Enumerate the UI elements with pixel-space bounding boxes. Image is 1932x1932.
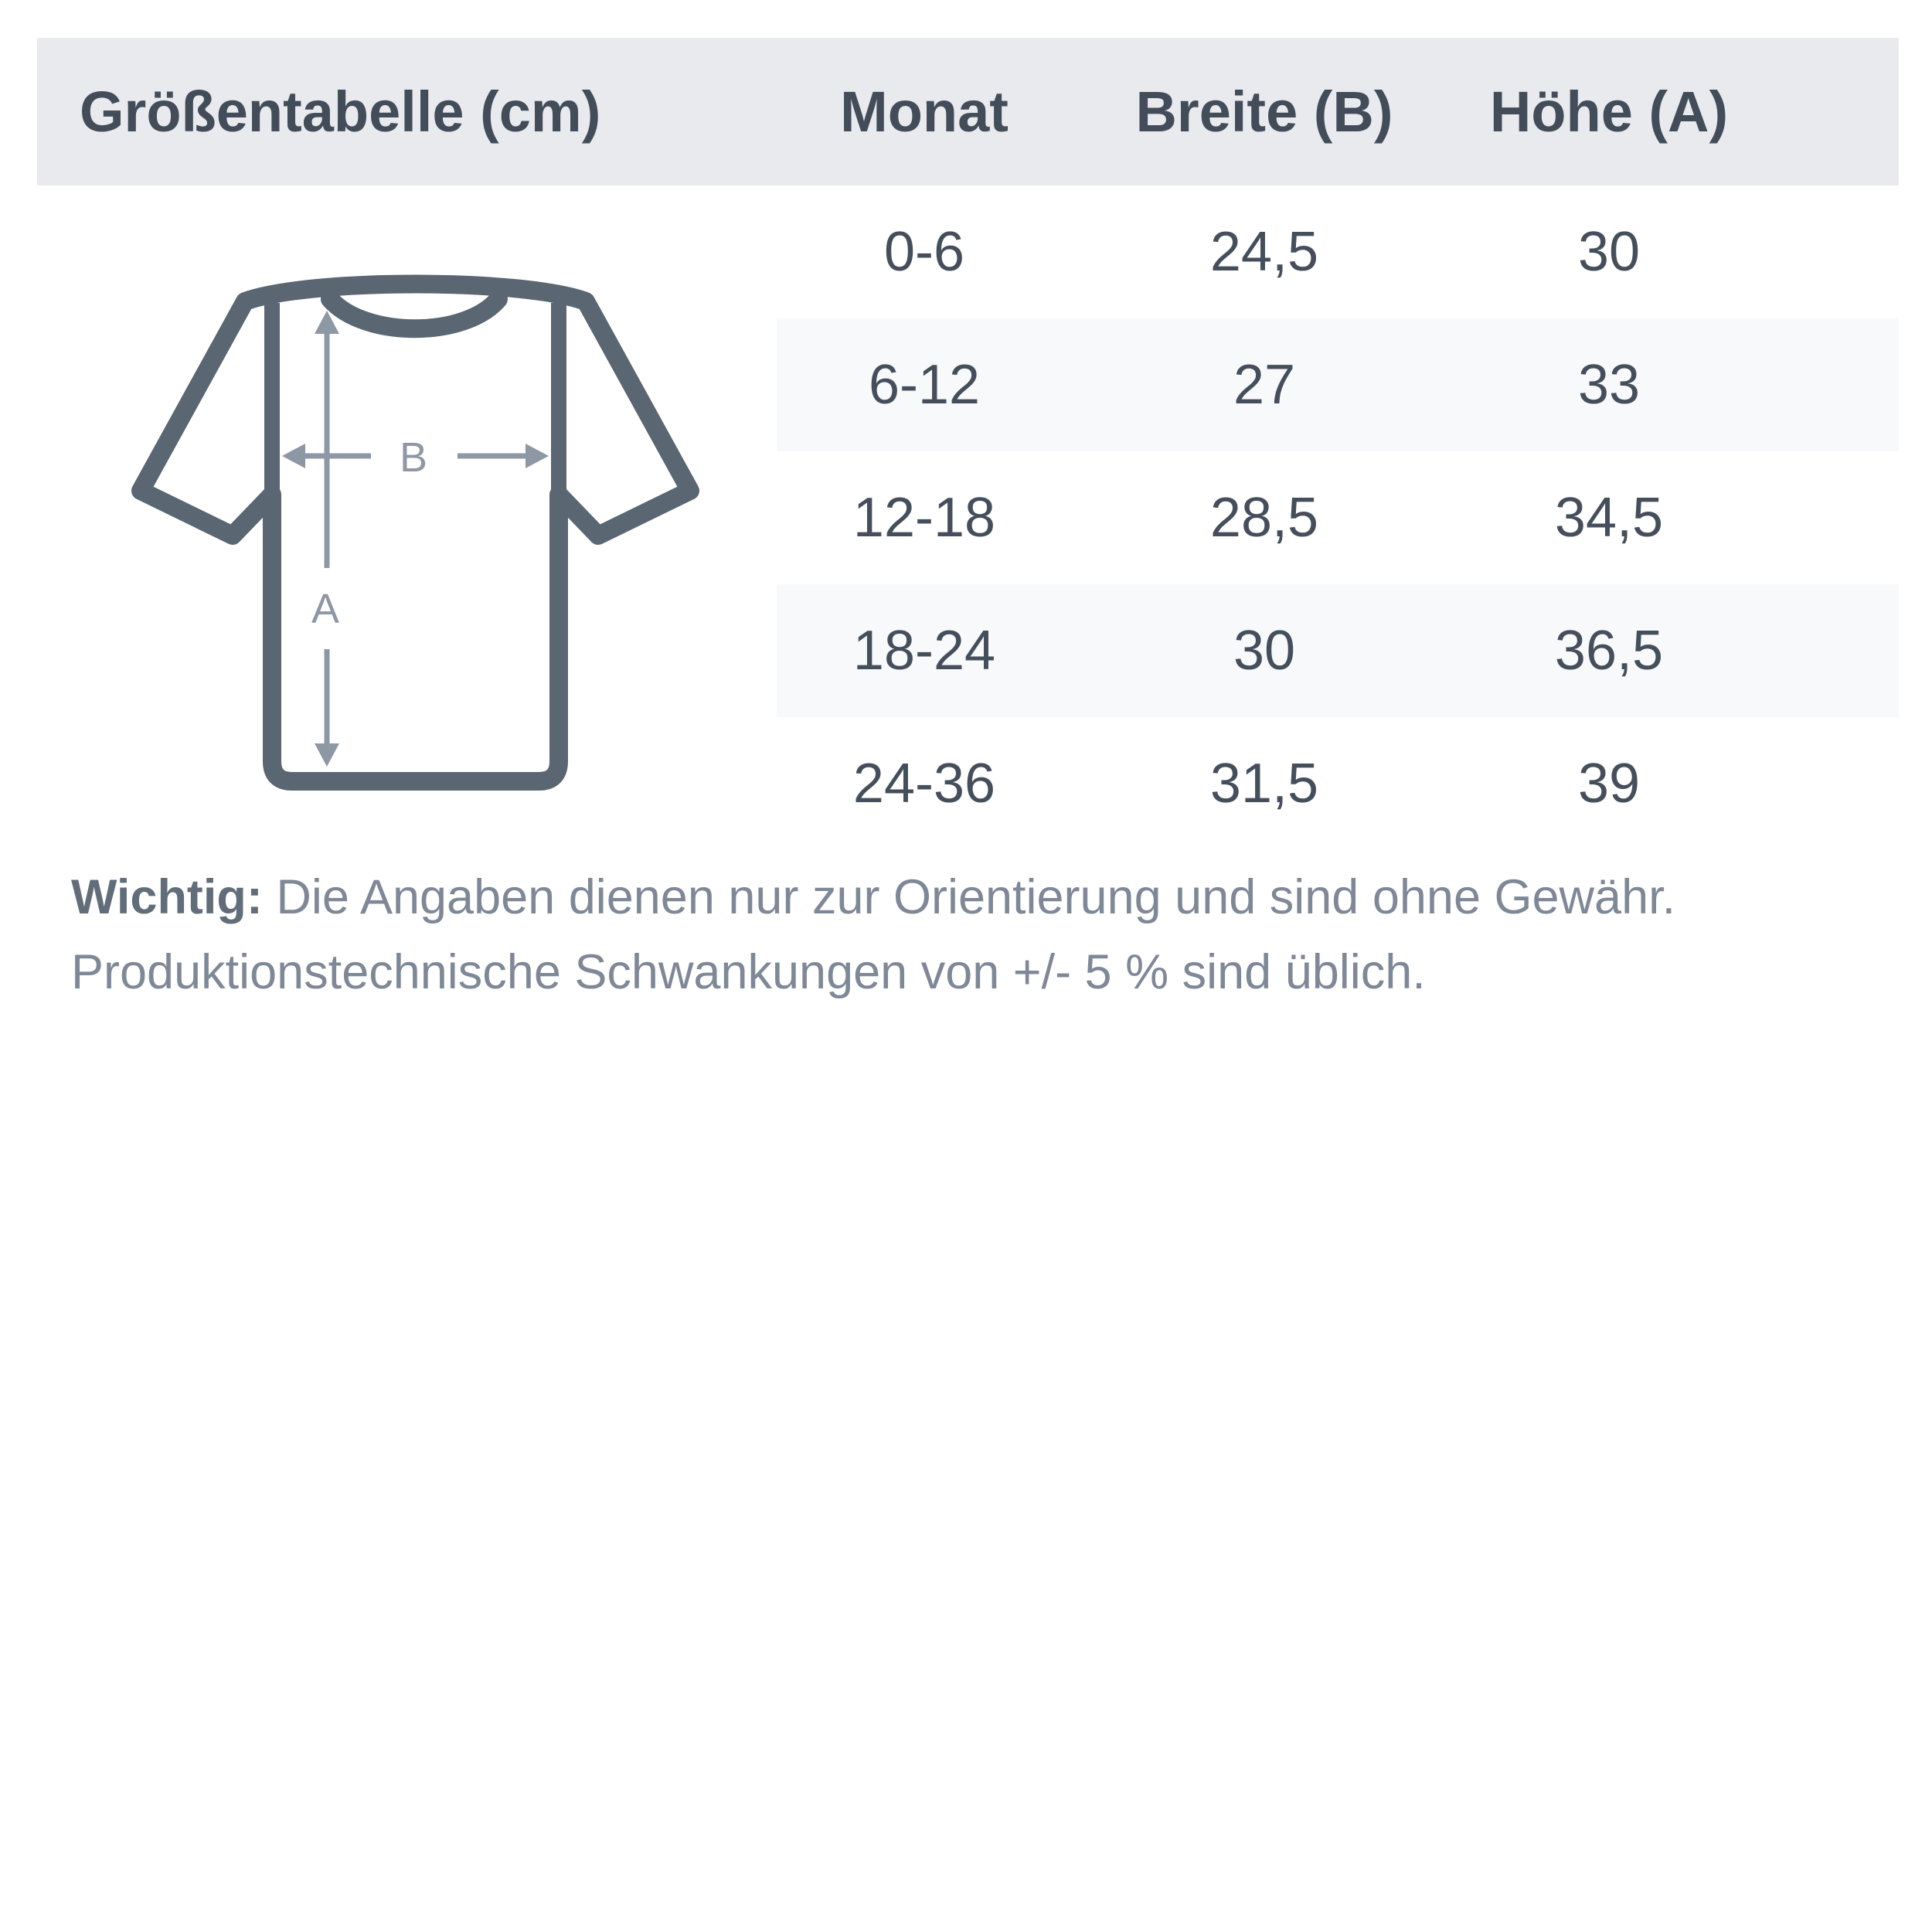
cell-breite: 30 xyxy=(1233,620,1296,682)
cell-hoehe: 33 xyxy=(1577,354,1641,416)
tshirt-collar xyxy=(321,290,508,338)
cell-monat: 6-12 xyxy=(868,354,981,416)
note-text-1: Die Angaben dienen nur zur Orientierung … xyxy=(262,870,1676,924)
height-arrow xyxy=(315,311,339,767)
table-row: 0-6 24,5 30 xyxy=(0,185,1932,318)
cell-hoehe: 39 xyxy=(1577,753,1641,815)
table-row: 6-12 27 33 xyxy=(0,318,1932,451)
cell-hoehe: 34,5 xyxy=(1554,487,1664,549)
disclaimer-note: Wichtig: Die Angaben dienen nur zur Orie… xyxy=(71,860,1903,1010)
cell-breite: 28,5 xyxy=(1209,487,1319,549)
column-header-monat: Monat xyxy=(840,80,1009,144)
cell-hoehe: 36,5 xyxy=(1554,620,1664,682)
height-label: A xyxy=(311,586,339,632)
cell-monat: 18-24 xyxy=(852,620,996,682)
width-arrow xyxy=(282,444,549,468)
cell-breite: 31,5 xyxy=(1209,753,1319,815)
table-row: 24-36 31,5 39 xyxy=(0,717,1932,850)
size-table-body: 0-6 24,5 30 6-12 27 33 12-18 28,5 34,5 1… xyxy=(0,185,1932,850)
cell-monat: 12-18 xyxy=(852,487,996,549)
cell-hoehe: 30 xyxy=(1577,221,1641,283)
cell-breite: 27 xyxy=(1233,354,1296,416)
column-header-hoehe: Höhe (A) xyxy=(1489,80,1729,144)
table-row: 12-18 28,5 34,5 xyxy=(0,451,1932,584)
cell-breite: 24,5 xyxy=(1209,221,1319,283)
note-label: Wichtig: xyxy=(71,870,263,924)
tshirt-diagram: A B xyxy=(131,274,699,791)
row-stripe xyxy=(777,584,1899,717)
table-row: 18-24 30 36,5 xyxy=(0,584,1932,717)
note-line-2: Produktionstechnische Schwankungen von +… xyxy=(71,945,1426,999)
note-line-1: Wichtig: Die Angaben dienen nur zur Orie… xyxy=(71,860,1903,935)
column-header-breite: Breite (B) xyxy=(1135,80,1393,144)
width-label: B xyxy=(400,434,427,481)
page-title: Größentabelle (cm) xyxy=(80,80,601,144)
cell-monat: 24-36 xyxy=(852,753,996,815)
cell-monat: 0-6 xyxy=(883,221,965,283)
row-stripe xyxy=(777,318,1899,451)
table-header: Größentabelle (cm) Monat Breite (B) Höhe… xyxy=(37,38,1899,185)
